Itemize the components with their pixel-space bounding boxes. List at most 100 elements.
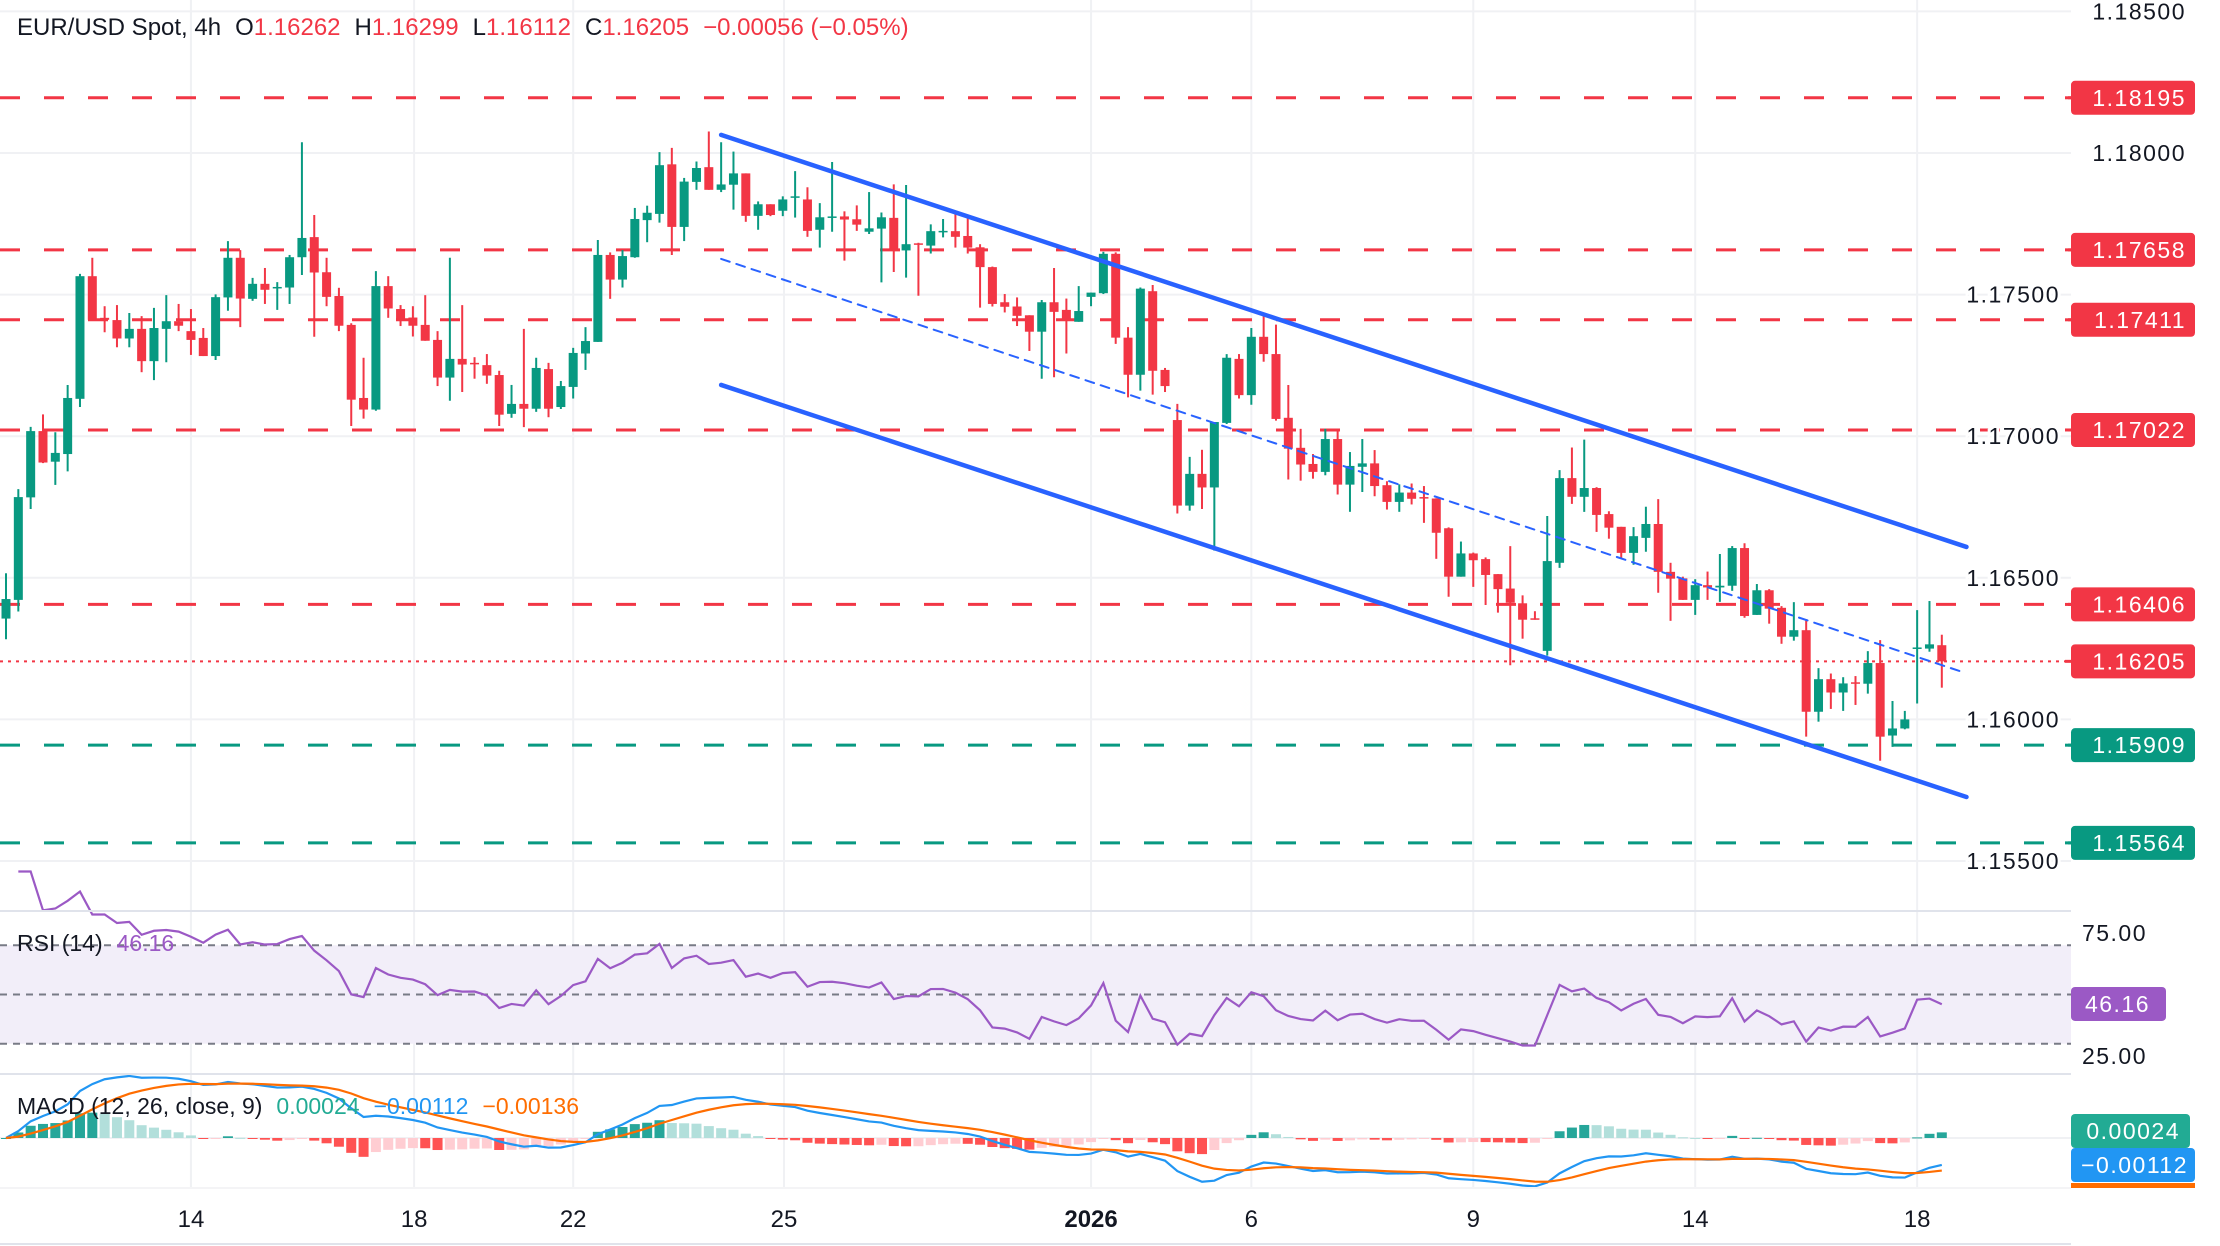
candle (507, 384, 517, 418)
time-axis[interactable]: 14 18 22 25 2026 6 9 14 18 (178, 1206, 1931, 1233)
macd-histogram-bar (925, 1138, 936, 1146)
candle-body (926, 231, 936, 246)
macd-histogram-bar (1517, 1138, 1528, 1144)
candle-body (1172, 420, 1182, 506)
candle-body (1086, 292, 1096, 297)
channel-upper-line[interactable] (718, 132, 1969, 550)
macd-histogram-bar (851, 1138, 862, 1145)
price-tick-label: 1.15500 (1966, 848, 2060, 874)
macd-histogram-bar (1702, 1138, 1713, 1139)
price-axis[interactable]: 1.18500 1.18000 1.18195 1.17658 1.17411 1.170… (2065, 0, 2220, 1246)
candle-body (901, 244, 911, 251)
macd-histogram-bar (1677, 1137, 1688, 1139)
candle-body (1530, 618, 1540, 620)
candle-body (654, 165, 664, 214)
candle (1604, 511, 1614, 539)
descending-channel[interactable] (718, 132, 1969, 800)
candle-body (938, 230, 948, 233)
candle-body (790, 196, 800, 198)
candle-body (1012, 306, 1022, 316)
close-value: 1.16205 (602, 14, 690, 41)
macd-histogram-bar (1825, 1138, 1836, 1146)
candle-body (1468, 553, 1478, 561)
candle-body (691, 168, 701, 182)
macd-histogram-bar (481, 1138, 492, 1149)
channel-lower-line[interactable] (718, 382, 1969, 800)
candle-body (1271, 354, 1281, 419)
channel-midline[interactable] (720, 257, 1964, 674)
macd-histogram-bar (62, 1120, 73, 1138)
candle (1320, 428, 1330, 476)
symbol-title[interactable]: EUR/USD Spot, 4h (17, 14, 222, 41)
candle (63, 384, 73, 472)
macd-histogram-bar (1283, 1136, 1294, 1138)
macd-histogram-bar (469, 1138, 480, 1149)
macd-histogram-bar (272, 1138, 283, 1141)
candle (618, 250, 627, 288)
candle-body (63, 397, 73, 455)
rsi-label[interactable]: RSI (14) (17, 930, 103, 956)
macd-histogram-bar (1591, 1125, 1602, 1138)
candle (346, 323, 356, 427)
macd-histogram-bar (1665, 1134, 1676, 1138)
candle (876, 212, 886, 283)
macd-histogram-bar (839, 1138, 850, 1145)
candle (100, 306, 110, 333)
candle (1777, 606, 1787, 644)
candle (198, 328, 208, 357)
macd-label[interactable]: MACD (12, 26, close, 9) (17, 1093, 263, 1119)
candle (1814, 668, 1824, 722)
macd-histogram-bar (74, 1113, 85, 1138)
candle (137, 316, 147, 373)
candle-body (1851, 682, 1860, 684)
candle (75, 273, 85, 408)
macd-histogram-bar (1776, 1138, 1787, 1141)
candle-body (334, 296, 344, 326)
candle (1172, 403, 1182, 514)
macd-histogram-bar (395, 1138, 406, 1149)
macd-histogram-bar (1443, 1138, 1454, 1143)
macd-histogram-bar (444, 1138, 455, 1150)
macd-histogram-bar (50, 1123, 61, 1138)
macd-histogram-bar (370, 1138, 381, 1153)
candle (149, 307, 159, 381)
macd-histogram-bar (358, 1138, 369, 1157)
candle-body (1185, 473, 1195, 506)
candle-body (1037, 302, 1047, 332)
macd-histogram-bar (1381, 1138, 1392, 1141)
candle-body (1912, 647, 1922, 649)
candle-body (420, 324, 430, 341)
macd-histogram-bar (617, 1126, 628, 1138)
candle (1209, 422, 1219, 551)
date-label: 14 (1682, 1206, 1709, 1233)
macd-histogram-bar (666, 1123, 677, 1138)
pane-separators (0, 910, 2220, 1245)
candle-body (642, 212, 652, 221)
macd-histogram-bar (1172, 1138, 1183, 1152)
candle (396, 305, 406, 327)
price-axis-background (2071, 0, 2220, 1246)
candle (1789, 602, 1799, 641)
candle (186, 309, 196, 355)
candle-body (1, 599, 11, 619)
candle (1678, 576, 1688, 600)
candle (1024, 315, 1034, 351)
candle (1592, 487, 1602, 532)
candle (926, 224, 936, 254)
candle-body (778, 199, 788, 211)
macd-histogram-bar (864, 1138, 875, 1146)
candle-body (1592, 488, 1602, 515)
candle (470, 357, 480, 379)
candle (38, 414, 48, 464)
candle (753, 201, 763, 230)
candle-body (1296, 447, 1306, 465)
macd-histogram-bar (1135, 1138, 1146, 1141)
macd-histogram-bar (1221, 1138, 1232, 1144)
macd-histogram-bar (1492, 1138, 1503, 1143)
candle-body (544, 369, 554, 409)
macd-hist-box-text: 0.00024 (2086, 1118, 2180, 1144)
macd-histogram-bar (1418, 1138, 1429, 1139)
macd-histogram-bar (1579, 1124, 1590, 1138)
candle-body (346, 324, 356, 400)
